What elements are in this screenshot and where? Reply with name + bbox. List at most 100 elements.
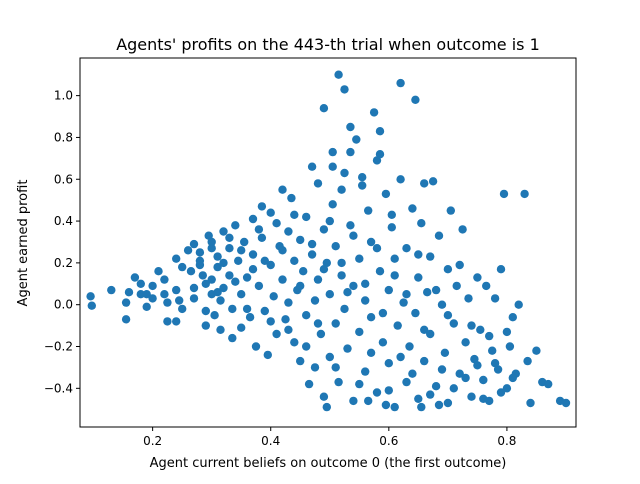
scatter-point [508, 313, 517, 322]
scatter-point [431, 382, 441, 391]
scatter-point [228, 333, 237, 343]
scatter-point [136, 290, 145, 299]
scatter-point [364, 396, 373, 406]
scatter-point [461, 373, 470, 383]
scatter-point [384, 285, 393, 295]
scatter-point [136, 279, 145, 288]
scatter-point [490, 294, 500, 303]
scatter-point [172, 285, 181, 295]
scatter-point [148, 294, 157, 303]
scatter-point [307, 239, 317, 249]
scatter-point [372, 244, 382, 253]
scatter-point [124, 288, 134, 297]
scatter-point [278, 275, 287, 284]
scatter-point [257, 202, 267, 211]
scatter-point [473, 361, 482, 370]
scatter-point [355, 327, 364, 337]
scatter-point [417, 219, 426, 228]
scatter-point [257, 233, 267, 242]
scatter-point [296, 281, 305, 291]
scatter-point [408, 204, 417, 213]
scatter-point [328, 162, 337, 171]
chart-title: Agents' profits on the 443-th trial when… [116, 35, 540, 54]
scatter-point [331, 319, 340, 328]
scatter-point [387, 223, 396, 232]
x-axis: 0.2 0.4 0.6 0.8 [143, 427, 516, 448]
scatter-point [86, 292, 95, 301]
scatter-point [476, 325, 485, 334]
scatter-point [346, 147, 355, 157]
scatter-point [334, 70, 343, 79]
scatter-point [523, 356, 532, 366]
scatter-point [302, 311, 311, 320]
scatter-point [343, 288, 352, 297]
scatter-point [260, 256, 269, 265]
scatter-point [426, 252, 435, 261]
scatter-point [361, 296, 370, 305]
scatter-point [340, 168, 349, 178]
scatter-point [296, 235, 305, 245]
scatter-point [245, 313, 255, 322]
scatter-point [343, 344, 352, 353]
y-tick-label: 0.8 [54, 130, 73, 144]
scatter-point [284, 298, 293, 307]
scatter-point [195, 248, 205, 257]
scatter-point [107, 285, 116, 295]
scatter-point [216, 325, 225, 334]
scatter-point [325, 290, 334, 299]
scatter-point [396, 78, 405, 88]
scatter-point [375, 127, 385, 136]
scatter-point [87, 301, 97, 310]
y-tick-label: 0.2 [54, 256, 73, 270]
scatter-point [434, 231, 444, 240]
scatter-point [319, 392, 329, 401]
scatter-point [384, 359, 393, 368]
scatter-point [405, 342, 414, 351]
scatter-point [313, 275, 323, 284]
scatter-point [420, 179, 429, 188]
scatter-point [369, 108, 379, 117]
scatter-point [266, 260, 275, 270]
scatter-point [449, 384, 458, 393]
scatter-point [328, 200, 337, 209]
scatter-point [381, 400, 391, 410]
scatter-point [346, 122, 355, 132]
scatter-point [396, 175, 405, 184]
y-tick-label: 0.4 [54, 214, 73, 228]
scatter-point [325, 216, 334, 226]
scatter-point [437, 365, 447, 374]
scatter-point [263, 350, 272, 360]
scatter-point [231, 277, 240, 286]
scatter-point [467, 321, 476, 330]
scatter-point [201, 279, 210, 288]
scatter-point [502, 384, 512, 393]
scatter-point [266, 317, 275, 326]
scatter-point [499, 189, 509, 199]
scatter-point [237, 246, 246, 255]
y-tick-label: 0.6 [54, 172, 73, 186]
scatter-point [281, 315, 290, 324]
scatter-point [346, 221, 355, 230]
scatter-point [242, 273, 252, 282]
scatter-point [443, 265, 453, 274]
scatter-point [272, 329, 281, 339]
scatter-point [302, 342, 311, 351]
scatter-point [163, 317, 172, 326]
scatter-point [502, 327, 512, 337]
scatter-point [213, 288, 222, 297]
scatter-point [201, 306, 210, 316]
scatter-point [390, 271, 399, 280]
scatter-point [307, 162, 317, 171]
y-axis-label: Agent earned profit [16, 180, 31, 307]
scatter-point [237, 290, 246, 299]
scatter-point [361, 367, 370, 376]
scatter-point [242, 304, 252, 314]
scatter-point [482, 281, 491, 291]
scatter-point [213, 252, 222, 261]
scatter-point [225, 244, 234, 253]
scatter-point [278, 246, 287, 255]
scatter-point [352, 135, 361, 144]
scatter-point [189, 294, 199, 303]
